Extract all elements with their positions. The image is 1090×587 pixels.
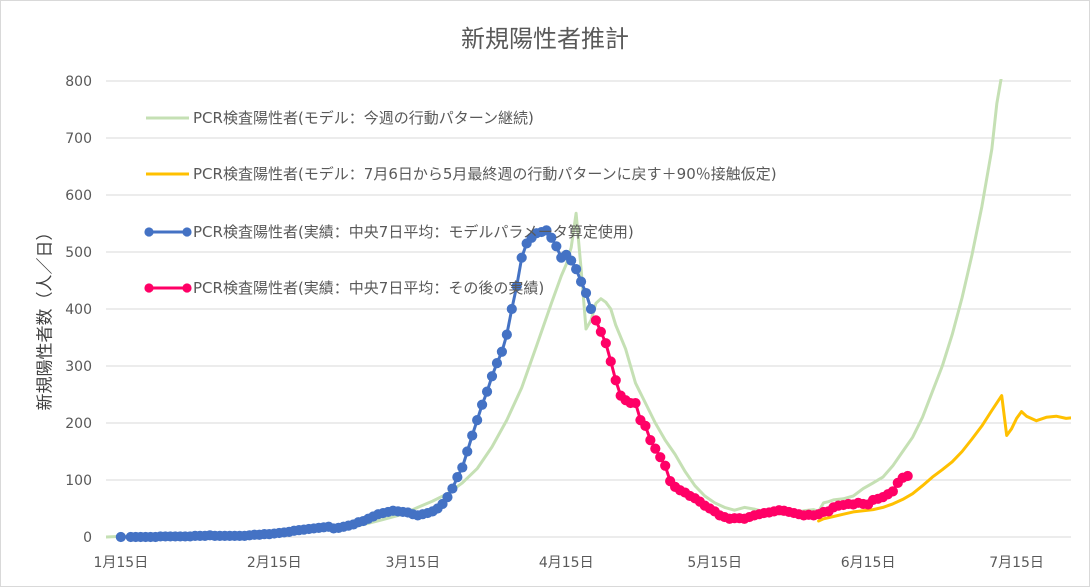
series-line-2 — [817, 394, 1071, 523]
legend-label: PCR検査陽性者(モデル：今週の行動パターン継続) — [193, 109, 534, 127]
series-3-point — [491, 358, 503, 369]
series-4-point — [600, 338, 611, 349]
x-tick-label: 2月15日 — [247, 555, 302, 571]
series-4-point — [645, 435, 656, 446]
y-tick-label: 0 — [83, 530, 92, 546]
series-3-point — [452, 472, 463, 483]
series-3-point — [546, 232, 557, 243]
legend-label: PCR検査陽性者(モデル：7月6日から5月最終週の行動パターンに戻す＋90％接触… — [193, 165, 777, 183]
series-3-point — [575, 276, 587, 287]
y-tick-label: 300 — [65, 359, 92, 375]
x-tick-label: 7月15日 — [989, 555, 1044, 571]
series-3-point — [551, 241, 562, 252]
series-4-point — [660, 460, 671, 471]
y-tick-label: 400 — [65, 302, 92, 318]
series-4-point — [630, 397, 641, 409]
series-3-point — [506, 303, 517, 315]
series-3-point — [462, 446, 473, 457]
series-3-point — [481, 386, 493, 397]
series-4-point — [590, 315, 602, 326]
series-3-point — [115, 531, 126, 543]
series-3-point — [501, 329, 512, 340]
y-tick-label: 700 — [65, 131, 92, 147]
y-tick-label: 100 — [65, 473, 92, 489]
series-4-point — [650, 443, 661, 454]
y-tick-label: 600 — [65, 188, 92, 204]
y-tick-label: 200 — [65, 416, 92, 432]
series-3-point — [496, 346, 507, 357]
series-3-point — [571, 264, 582, 275]
series-4-point — [887, 486, 898, 497]
series-4-point — [640, 420, 651, 431]
series-3-point — [467, 430, 478, 441]
series-3-point — [457, 462, 468, 473]
legend-label: PCR検査陽性者(実績：中央7日平均：モデルパラメータ算定使用) — [193, 223, 634, 241]
series-group — [106, 79, 1071, 543]
series-4-point — [605, 356, 616, 367]
series-3-point — [442, 492, 453, 503]
x-tick-label: 3月15日 — [385, 555, 440, 571]
x-tick-label: 5月15日 — [687, 555, 742, 571]
series-3-point — [472, 415, 483, 426]
x-tick-label: 1月15日 — [93, 555, 148, 571]
series-3-point — [486, 371, 498, 382]
y-tick-label: 500 — [65, 245, 92, 261]
series-3-point — [516, 252, 527, 263]
series-3-point — [566, 255, 577, 266]
legend-swatch-marker — [182, 227, 192, 237]
series-4-point — [610, 375, 621, 386]
legend-swatch-marker — [144, 227, 154, 237]
series-3-point — [447, 483, 458, 494]
legend-swatch-marker — [144, 283, 154, 293]
series-4-point — [902, 470, 913, 482]
x-tick-label: 4月15日 — [539, 555, 594, 571]
series-3-point — [541, 225, 552, 236]
series-3-point — [437, 498, 448, 510]
series-3-point — [477, 399, 488, 410]
x-tick-label: 6月15日 — [841, 555, 896, 571]
series-line-1 — [106, 79, 1003, 539]
series-line-3 — [119, 228, 593, 539]
legend-label: PCR検査陽性者(実績：中央7日平均：その後の実績) — [193, 279, 544, 297]
series-3-point — [511, 281, 522, 292]
series-4-point — [655, 452, 666, 463]
series-3-point — [580, 287, 592, 299]
chart-title: 新規陽性者推計 — [461, 25, 629, 53]
y-tick-label: 800 — [65, 74, 92, 90]
legend-swatch-marker — [182, 283, 192, 293]
legend: PCR検査陽性者(モデル：今週の行動パターン継続) PCR検査陽性者(モデル：7月… — [144, 109, 777, 297]
series-3-point — [585, 303, 597, 315]
series-4-point — [595, 326, 606, 337]
